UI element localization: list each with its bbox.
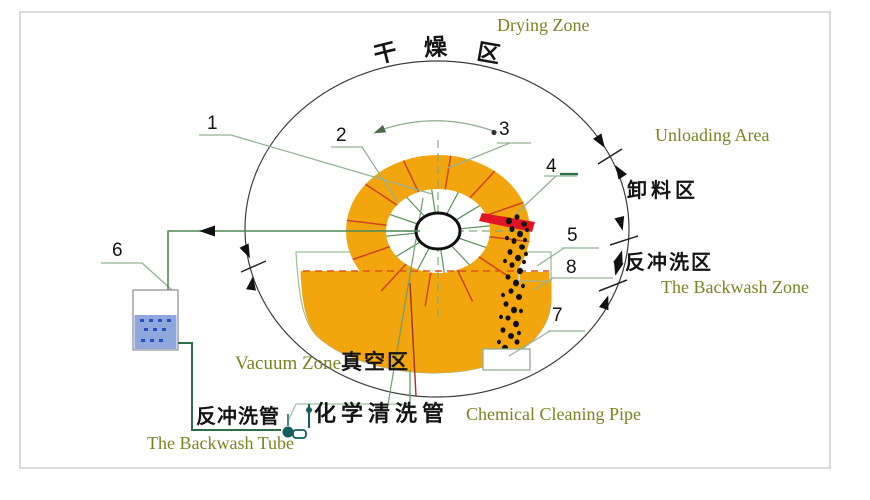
part-label-6: 6	[112, 240, 123, 261]
backwash-piping	[178, 342, 307, 439]
vacuum-zone-cn-label: 真空区	[341, 351, 410, 374]
disc-spokes	[386, 189, 490, 273]
rotation-arc	[373, 120, 497, 136]
part-label-7: 7	[552, 305, 563, 326]
backwash-zone-en-label: The Backwash Zone	[661, 277, 809, 297]
filtrate-container	[132, 289, 179, 351]
leader-lines	[101, 134, 613, 357]
chemical-piping	[288, 370, 411, 428]
container-liquid-marks	[140, 319, 171, 342]
part-label-5: 5	[567, 225, 578, 246]
unloading-area-en-label: Unloading Area	[655, 125, 770, 145]
chemical-pipe-cn-label: 化学清洗管	[314, 401, 450, 426]
part-label-3: 3	[499, 119, 510, 140]
ring-segment-dividers	[346, 155, 530, 307]
backwash-tube-en-label: The Backwash Tube	[147, 433, 294, 453]
zone-boundary-markers	[239, 133, 639, 311]
vacuum-pipe	[167, 225, 420, 290]
flow-arrow	[199, 225, 215, 237]
backwash-tube-cn-label: 反冲洗管	[196, 406, 280, 428]
part-label-8: 8	[566, 257, 577, 278]
zone-arrowheads	[239, 133, 628, 311]
overflow-liquid	[519, 272, 550, 281]
drying-zone-en-label: Drying Zone	[497, 15, 590, 35]
backwash-zone-cn-label: 反冲洗区	[625, 252, 713, 274]
unloading-area-cn-label: 卸料区	[627, 180, 699, 202]
tank-liquid	[300, 271, 551, 373]
pump-icon	[282, 426, 294, 438]
image-frame	[19, 11, 831, 469]
part-label-2: 2	[336, 125, 347, 146]
part-label-4: 4	[546, 156, 557, 177]
rotation-arc-dot	[491, 129, 497, 136]
vacuum-zone-en-label: Vacuum Zone	[235, 353, 342, 374]
collection-box	[482, 348, 531, 371]
chemical-pipe-en-label: Chemical Cleaning Pipe	[466, 404, 641, 424]
zone-circle	[244, 60, 630, 398]
part-label-1: 1	[207, 113, 218, 134]
disc-hub	[414, 211, 462, 251]
drain-line	[409, 282, 417, 397]
drying-zone-cn-char3: 区	[475, 38, 503, 68]
drying-zone-cn-char2: 燥	[423, 33, 448, 61]
zone-tick-lines	[240, 148, 639, 292]
